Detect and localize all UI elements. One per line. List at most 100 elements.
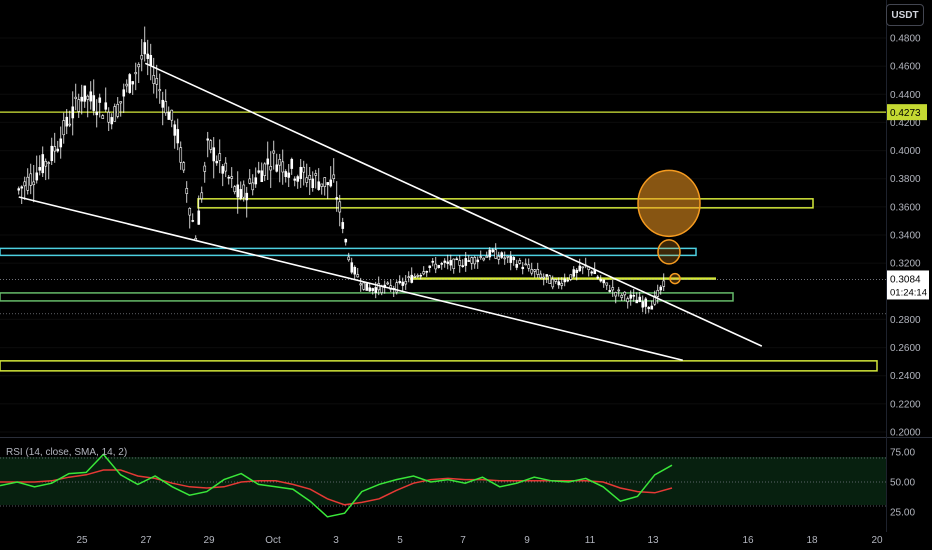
price-axis[interactable]: 0.4800 0.4600 0.4400 0.4200 0.4000 0.3800 0.36… (890, 34, 921, 439)
candle-body[interactable] (266, 158, 270, 165)
target-circle[interactable] (637, 169, 701, 238)
candle-body[interactable] (428, 265, 432, 268)
candle-body[interactable] (545, 274, 549, 277)
candle-body[interactable] (455, 258, 459, 261)
candle-body[interactable] (29, 173, 33, 186)
candle-body[interactable] (362, 282, 366, 290)
candle-body[interactable] (308, 175, 312, 180)
candle-body[interactable] (464, 258, 468, 266)
candle-body[interactable] (638, 296, 642, 302)
candle-body[interactable] (83, 85, 87, 102)
candle-body[interactable] (101, 115, 105, 119)
candle-body[interactable] (164, 101, 168, 114)
candle-body[interactable] (137, 64, 141, 68)
candle-body[interactable] (26, 176, 30, 191)
level-box[interactable] (0, 292, 734, 302)
candle-body[interactable] (239, 189, 243, 199)
candle-body[interactable] (281, 161, 285, 173)
candle-body[interactable] (491, 249, 495, 253)
candle-body[interactable] (32, 181, 36, 186)
candle-body[interactable] (653, 295, 657, 305)
candle-body[interactable] (323, 177, 327, 187)
candle-body[interactable] (377, 283, 381, 291)
candle-body[interactable] (566, 279, 570, 282)
candle-body[interactable] (155, 78, 159, 85)
candle-body[interactable] (443, 260, 447, 263)
candle-body[interactable] (77, 99, 81, 112)
candle-body[interactable] (434, 263, 438, 270)
candle-body[interactable] (467, 260, 471, 262)
rsi-axis[interactable]: 75.00 50.00 25.00 (890, 448, 915, 519)
candle-body[interactable] (386, 282, 390, 285)
level-box[interactable] (197, 198, 814, 209)
candle-body[interactable] (635, 299, 639, 304)
candle-body[interactable] (119, 101, 123, 104)
candle-body[interactable] (206, 138, 210, 141)
candle-body[interactable] (59, 138, 63, 148)
candle-body[interactable] (80, 96, 84, 102)
candle-body[interactable] (95, 111, 99, 116)
candle-body[interactable] (23, 181, 27, 187)
candle-body[interactable] (104, 102, 108, 110)
candle-body[interactable] (407, 276, 411, 279)
candle-body[interactable] (395, 282, 399, 293)
candle-body[interactable] (374, 287, 378, 293)
candle-body[interactable] (269, 166, 273, 171)
candle-body[interactable] (356, 274, 360, 278)
candle-body[interactable] (476, 259, 480, 263)
candle-body[interactable] (272, 150, 276, 154)
candle-body[interactable] (56, 148, 60, 152)
candle-body[interactable] (311, 178, 315, 188)
candle-body[interactable] (149, 54, 153, 66)
candle-body[interactable] (458, 260, 462, 266)
candle-body[interactable] (212, 147, 216, 162)
candle-body[interactable] (626, 298, 630, 303)
candle-body[interactable] (425, 271, 429, 273)
candle-body[interactable] (644, 298, 648, 307)
candle-body[interactable] (248, 178, 252, 184)
candle-body[interactable] (296, 176, 300, 182)
candle-body[interactable] (245, 192, 249, 201)
candle-body[interactable] (482, 257, 486, 261)
candle-body[interactable] (20, 186, 24, 189)
candle-body[interactable] (65, 116, 69, 127)
candle-body[interactable] (113, 106, 117, 122)
candle-body[interactable] (539, 273, 543, 278)
candle-body[interactable] (107, 111, 111, 123)
candle-body[interactable] (620, 294, 624, 298)
candle-body[interactable] (422, 271, 426, 275)
candle-body[interactable] (518, 260, 522, 264)
candle-body[interactable] (641, 301, 645, 308)
candle-body[interactable] (488, 249, 492, 258)
candle-body[interactable] (263, 163, 267, 176)
candle-body[interactable] (230, 176, 234, 179)
candle-body[interactable] (134, 72, 138, 75)
candle-body[interactable] (233, 186, 237, 193)
candle-body[interactable] (185, 188, 189, 194)
candle-body[interactable] (368, 287, 372, 292)
candle-body[interactable] (614, 292, 618, 297)
candle-body[interactable] (611, 287, 615, 291)
candle-body[interactable] (317, 181, 321, 190)
candle-body[interactable] (143, 42, 147, 55)
candle-body[interactable] (254, 177, 258, 185)
candle-body[interactable] (227, 176, 231, 179)
candle-body[interactable] (38, 167, 42, 171)
candle-body[interactable] (623, 291, 627, 296)
candle-body[interactable] (197, 210, 201, 225)
candle-body[interactable] (50, 145, 54, 162)
candle-body[interactable] (260, 170, 264, 183)
candle-body[interactable] (98, 97, 102, 103)
candle-body[interactable] (344, 238, 348, 243)
candle-body[interactable] (191, 220, 195, 222)
candle-body[interactable] (602, 279, 606, 284)
candle-body[interactable] (527, 264, 531, 269)
candle-body[interactable] (551, 279, 555, 288)
horizontal-levels[interactable] (0, 111, 886, 372)
candle-body[interactable] (320, 183, 324, 187)
candle-body[interactable] (74, 96, 78, 99)
candle-body[interactable] (89, 91, 93, 102)
candle-body[interactable] (215, 160, 219, 164)
candle-body[interactable] (437, 265, 441, 268)
